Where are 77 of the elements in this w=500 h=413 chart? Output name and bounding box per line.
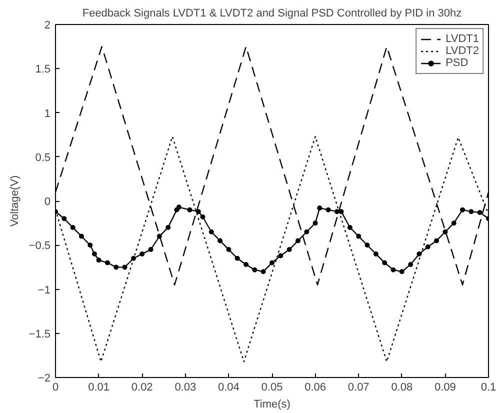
point	[425, 244, 430, 250]
y-tick-label: 1	[44, 108, 51, 120]
point	[122, 264, 128, 270]
x-tick-label: 0.07	[348, 382, 370, 394]
point	[382, 260, 388, 266]
point	[70, 224, 76, 230]
point	[130, 256, 136, 261]
point	[312, 220, 318, 226]
x-tick-label: 0	[52, 382, 59, 394]
point	[460, 207, 466, 212]
x-tick-label: 0.03	[174, 382, 196, 394]
point	[270, 260, 274, 266]
point	[156, 234, 162, 239]
point	[347, 224, 352, 230]
point	[260, 269, 266, 274]
point	[338, 209, 344, 214]
y-tick-label: 0	[44, 196, 51, 208]
legend-label: LVDT2	[446, 45, 479, 57]
y-tick-label: −1.5	[28, 328, 51, 340]
point	[252, 267, 258, 272]
point	[92, 251, 97, 256]
point	[373, 251, 378, 256]
point	[304, 229, 310, 234]
point	[176, 204, 182, 210]
point	[244, 262, 249, 268]
point	[114, 264, 119, 270]
y-tick-label: 1.5	[35, 64, 51, 76]
point	[166, 224, 171, 230]
point	[286, 247, 292, 252]
point	[477, 210, 482, 215]
point	[200, 214, 206, 220]
point	[326, 207, 331, 212]
point	[218, 238, 223, 244]
point	[451, 220, 456, 226]
x-tick-label: 0.06	[304, 382, 326, 394]
point	[104, 260, 110, 266]
y-tick-label: −1	[38, 284, 51, 296]
chart-title: Feedback Signals LVDT1 & LVDT2 and Signal PSD Controlled by PID in 30hz	[82, 8, 462, 20]
point	[187, 207, 192, 212]
point	[78, 234, 84, 239]
x-tick-label: 0.09	[434, 382, 456, 394]
point	[88, 242, 93, 248]
point	[278, 253, 284, 258]
legend-label: LVDT1	[446, 33, 479, 45]
point	[295, 238, 300, 244]
point	[317, 206, 322, 211]
y-tick-label: −0.5	[28, 240, 51, 252]
y-tick-label: −2	[38, 372, 51, 384]
y-tick-label: 0.5	[35, 152, 51, 164]
x-tick-label: 0.02	[131, 382, 153, 394]
x-tick-label: 0.05	[261, 382, 283, 394]
point	[399, 269, 404, 274]
x-tick-label: 0.1	[480, 382, 496, 394]
x-tick-label: 0.01	[88, 382, 110, 394]
point	[334, 209, 340, 214]
point	[96, 258, 102, 263]
point	[208, 229, 214, 234]
point	[408, 262, 414, 268]
point	[226, 247, 232, 252]
point	[434, 238, 440, 244]
point	[62, 216, 67, 222]
legend-label: PSD	[446, 57, 468, 69]
point	[234, 256, 240, 261]
point	[390, 267, 396, 272]
y-tick-label: 2	[44, 20, 51, 32]
x-tick-label: 0.04	[218, 382, 240, 394]
x-tick-label: 0.08	[391, 382, 413, 394]
point	[416, 251, 422, 256]
y-axis-title: Voltage(V)	[8, 175, 21, 227]
point	[148, 247, 154, 252]
point	[364, 242, 370, 248]
point	[140, 251, 145, 256]
point	[356, 234, 362, 239]
point	[468, 209, 474, 214]
point	[442, 229, 448, 234]
point	[196, 209, 201, 214]
x-axis-title: Time(s)	[254, 398, 290, 410]
